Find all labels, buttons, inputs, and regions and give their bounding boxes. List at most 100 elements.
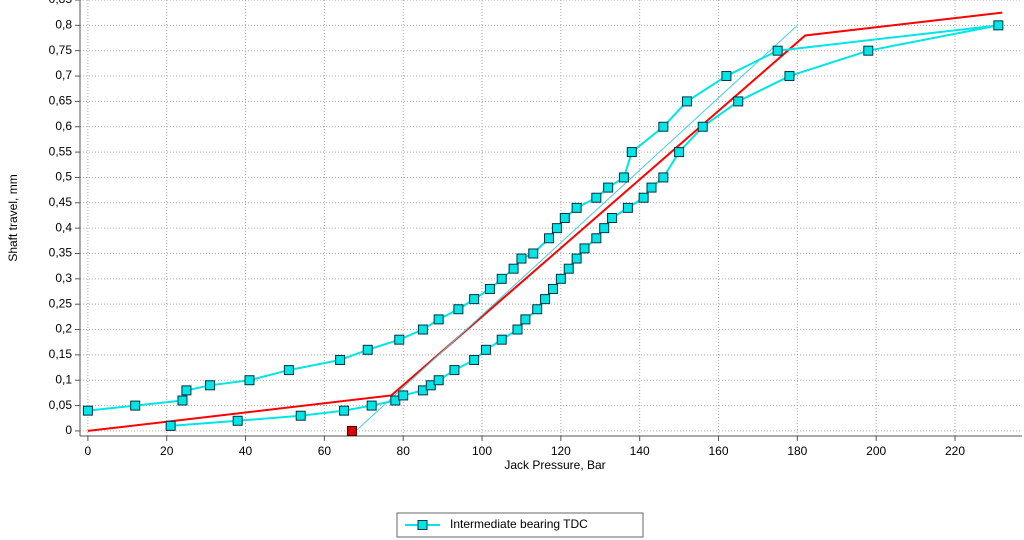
marker (417, 324, 428, 335)
marker (544, 233, 555, 244)
y-tick-label: 0,6 (55, 119, 72, 133)
marker (181, 385, 192, 396)
marker (540, 294, 551, 305)
marker (622, 202, 633, 213)
y-tick-label: 0,4 (55, 220, 72, 234)
marker (993, 20, 1004, 31)
legend-label: Intermediate bearing TDC (450, 517, 588, 531)
x-tick-label: 40 (239, 444, 253, 458)
fit-line (87, 11, 1003, 432)
y-tick-label: 0 (65, 423, 72, 437)
marker (697, 121, 708, 132)
marker (721, 71, 732, 82)
marker (508, 263, 519, 274)
legend-marker (417, 520, 428, 530)
marker (339, 405, 350, 416)
marker (532, 304, 543, 315)
y-tick-label: 0,2 (55, 322, 72, 336)
y-tick-label: 0,85 (49, 0, 73, 6)
marker (733, 96, 744, 107)
y-tick-label: 0,75 (49, 43, 73, 57)
marker (559, 213, 570, 223)
x-tick-label: 20 (160, 444, 174, 458)
marker (638, 192, 649, 203)
y-tick-label: 0,8 (55, 18, 72, 32)
y-tick-label: 0,55 (49, 144, 73, 158)
marker (232, 415, 243, 426)
marker (469, 354, 480, 365)
y-axis-title: Shaft travel, mm (6, 174, 20, 261)
marker (528, 248, 539, 259)
marker (863, 45, 874, 56)
marker (177, 395, 188, 406)
marker (165, 420, 176, 431)
marker (295, 410, 306, 421)
marker (591, 233, 602, 244)
marker (626, 147, 637, 158)
marker (390, 395, 401, 406)
marker (607, 213, 618, 223)
y-tick-label: 0,45 (49, 195, 73, 209)
marker (417, 385, 428, 396)
marker (469, 294, 480, 305)
y-tick-label: 0,15 (49, 347, 73, 361)
marker (366, 400, 377, 411)
x-tick-label: 120 (551, 444, 571, 458)
x-tick-label: 160 (708, 444, 728, 458)
x-tick-label: 200 (866, 444, 886, 458)
y-tick-label: 0,25 (49, 296, 73, 310)
fit-line (355, 24, 798, 432)
marker (674, 147, 685, 158)
x-tick-label: 60 (318, 444, 332, 458)
marker (563, 263, 574, 274)
marker (453, 304, 464, 315)
x-tick-label: 80 (397, 444, 411, 458)
marker (433, 375, 444, 386)
marker (520, 314, 531, 325)
marker (480, 344, 491, 355)
y-tick-label: 0,35 (49, 246, 73, 260)
marker (784, 71, 795, 82)
marker (681, 96, 692, 107)
marker (603, 182, 614, 193)
y-tick-label: 0,65 (49, 94, 73, 108)
marker (130, 400, 141, 411)
marker (555, 273, 566, 284)
marker (283, 365, 294, 376)
marker (772, 45, 783, 56)
marker (335, 354, 346, 365)
marker (205, 380, 216, 391)
y-tick-label: 0,7 (55, 68, 72, 82)
marker (362, 344, 373, 355)
marker (244, 375, 255, 386)
marker (433, 314, 444, 325)
marker (646, 182, 657, 193)
y-tick-label: 0,05 (49, 398, 73, 412)
marker (618, 172, 629, 183)
x-tick-label: 140 (630, 444, 650, 458)
x-tick-label: 0 (85, 444, 92, 458)
marker (496, 334, 507, 345)
marker (484, 283, 495, 294)
marker (512, 324, 523, 335)
marker (394, 334, 405, 345)
marker (398, 390, 409, 401)
marker (496, 273, 507, 284)
marker (591, 192, 602, 203)
y-tick-label: 0,3 (55, 271, 72, 285)
y-tick-label: 0,5 (55, 170, 72, 184)
x-tick-label: 180 (787, 444, 807, 458)
marker (571, 253, 582, 264)
point-marker (346, 425, 357, 436)
marker (579, 243, 590, 254)
marker (551, 223, 562, 234)
marker (547, 283, 558, 294)
x-tick-label: 100 (472, 444, 492, 458)
marker (82, 405, 93, 416)
marker (425, 380, 436, 391)
marker (658, 121, 669, 132)
x-axis-title: Jack Pressure, Bar (504, 458, 605, 472)
y-tick-label: 0,1 (55, 372, 72, 386)
marker (599, 223, 610, 234)
